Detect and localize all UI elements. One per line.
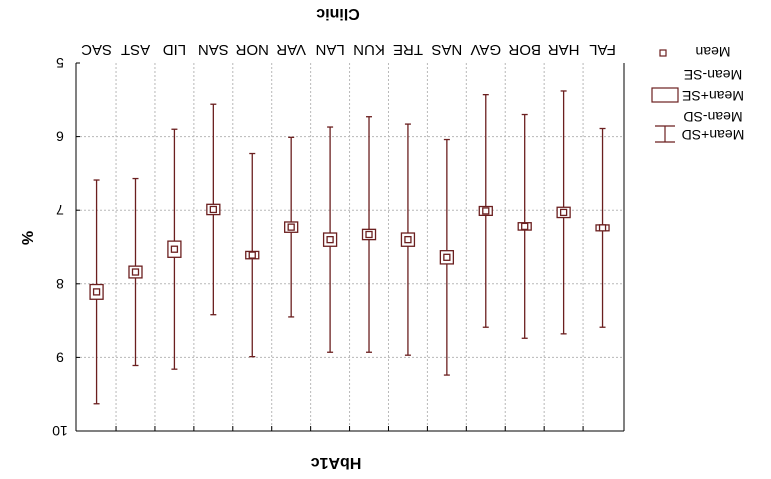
x-tick-label: SAN [198, 41, 229, 58]
mean-marker [170, 245, 179, 253]
mean-marker [559, 208, 568, 217]
legend-mean-symbol [659, 49, 667, 57]
x-tick-label: HAR [548, 41, 580, 58]
x-tick-label: LAN [316, 41, 345, 58]
legend-se-symbol [651, 87, 679, 103]
mean-marker [287, 223, 295, 231]
y-tick-label: 10 [52, 423, 68, 439]
mean-marker [92, 288, 101, 296]
mean-marker [404, 235, 412, 244]
x-tick-label: VAR [276, 41, 306, 58]
x-axis-label: HbA1c [311, 454, 362, 471]
mean-marker [209, 205, 217, 214]
legend-sd-top-label: Mean-SD [683, 109, 742, 125]
legend-se-bottom-label: Mean+SE [682, 88, 744, 104]
mean-marker [326, 235, 334, 244]
mean-marker [482, 207, 490, 215]
mean-marker [598, 224, 607, 232]
x-tick-label: LID [163, 41, 187, 58]
x-tick-label: BOR [508, 41, 541, 58]
legend: Mean Mean-SE Mean+SE Mean-SD Mean+SD [651, 44, 745, 143]
legend-sd-bottom-label: Mean+SD [682, 127, 745, 143]
y-axis-label: % [18, 231, 35, 245]
mean-marker [131, 268, 140, 276]
x-tick-label: FAL [589, 41, 616, 58]
mean-marker [443, 253, 451, 261]
legend-mean-label: Mean [695, 44, 730, 60]
tick-labels: 5 6 7 8 9 10 FAL HAR BOR GAV NAS TRE KUN LAN VAR NOR SAN… [52, 41, 616, 439]
x-tick-label: NOR [235, 41, 269, 58]
plot-frame [75, 62, 625, 432]
y-tick-label: 5 [56, 55, 64, 71]
data-marks [89, 90, 610, 405]
x-tick-label: TRE [393, 41, 423, 58]
x-tick-label: NAS [431, 41, 462, 58]
y-tick-label: 7 [56, 202, 64, 218]
grid-lines [76, 63, 624, 431]
y-tick-label: 6 [56, 129, 64, 145]
chart-title: Clinic [316, 5, 360, 22]
x-tick-label: KUN [353, 41, 385, 58]
y-tick-label: 9 [56, 349, 64, 365]
x-tick-label: AST [121, 41, 150, 58]
mean-marker [248, 251, 256, 259]
y-tick-label: 8 [56, 276, 64, 292]
legend-se-top-label: Mean-SE [684, 67, 742, 83]
x-tick-label: GAV [470, 41, 501, 58]
x-tick-label: SAC [81, 41, 112, 58]
mean-marker [365, 230, 373, 239]
mean-marker [521, 222, 529, 231]
